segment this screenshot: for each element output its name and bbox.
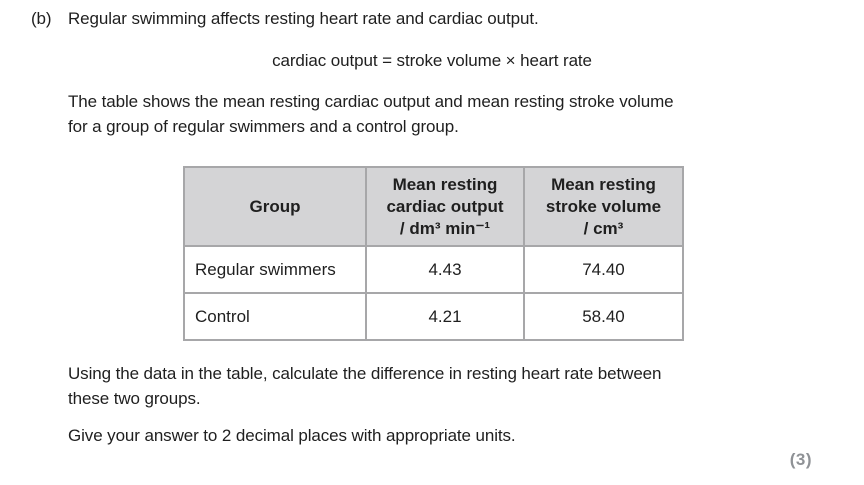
cardiac-output-table: Group Mean resting cardiac output / dm³ … [183,166,684,341]
header-line: Mean resting [392,174,498,194]
table-row: Regular swimmers 4.43 74.40 [183,245,684,294]
row-stroke-volume-value: 74.40 [523,245,684,294]
table-header-cardiac-output: Mean resting cardiac output / dm³ min⁻¹ [365,166,525,247]
question-task-line2: these two groups. [68,389,201,408]
table-row: Control 4.21 58.40 [183,292,684,341]
header-line: / dm³ min⁻¹ [399,218,491,238]
marks-badge: (3) [789,450,812,469]
cardiac-output-formula: cardiac output = stroke volume × heart r… [272,51,592,70]
header-line: cardiac output [386,196,504,216]
row-group-name: Regular swimmers [183,245,367,294]
question-task-line1: Using the data in the table, calculate t… [68,364,662,383]
data-table-container: Group Mean resting cardiac output / dm³ … [183,166,684,341]
question-task: Using the data in the table, calculate t… [68,361,661,411]
question-part-label: (b) [31,9,52,28]
question-intro-line: (b) Regular swimming affects resting hea… [31,6,539,31]
row-group-name: Control [183,292,367,341]
question-intro-text: Regular swimming affects resting heart r… [68,9,539,28]
table-header-group: Group [183,166,367,247]
table-header-stroke-volume: Mean resting stroke volume / cm³ [523,166,684,247]
table-header-row: Group Mean resting cardiac output / dm³ … [183,166,684,247]
header-line: Mean resting [551,174,656,194]
row-cardiac-output-value: 4.43 [365,245,525,294]
header-line: / cm³ [583,218,624,238]
row-cardiac-output-value: 4.21 [365,292,525,341]
row-stroke-volume-value: 58.40 [523,292,684,341]
answer-instruction: Give your answer to 2 decimal places wit… [68,426,516,445]
header-line: stroke volume [545,196,662,216]
table-description-line2: for a group of regular swimmers and a co… [68,117,459,136]
table-description-line1: The table shows the mean resting cardiac… [68,92,674,111]
table-description: The table shows the mean resting cardiac… [68,89,674,139]
